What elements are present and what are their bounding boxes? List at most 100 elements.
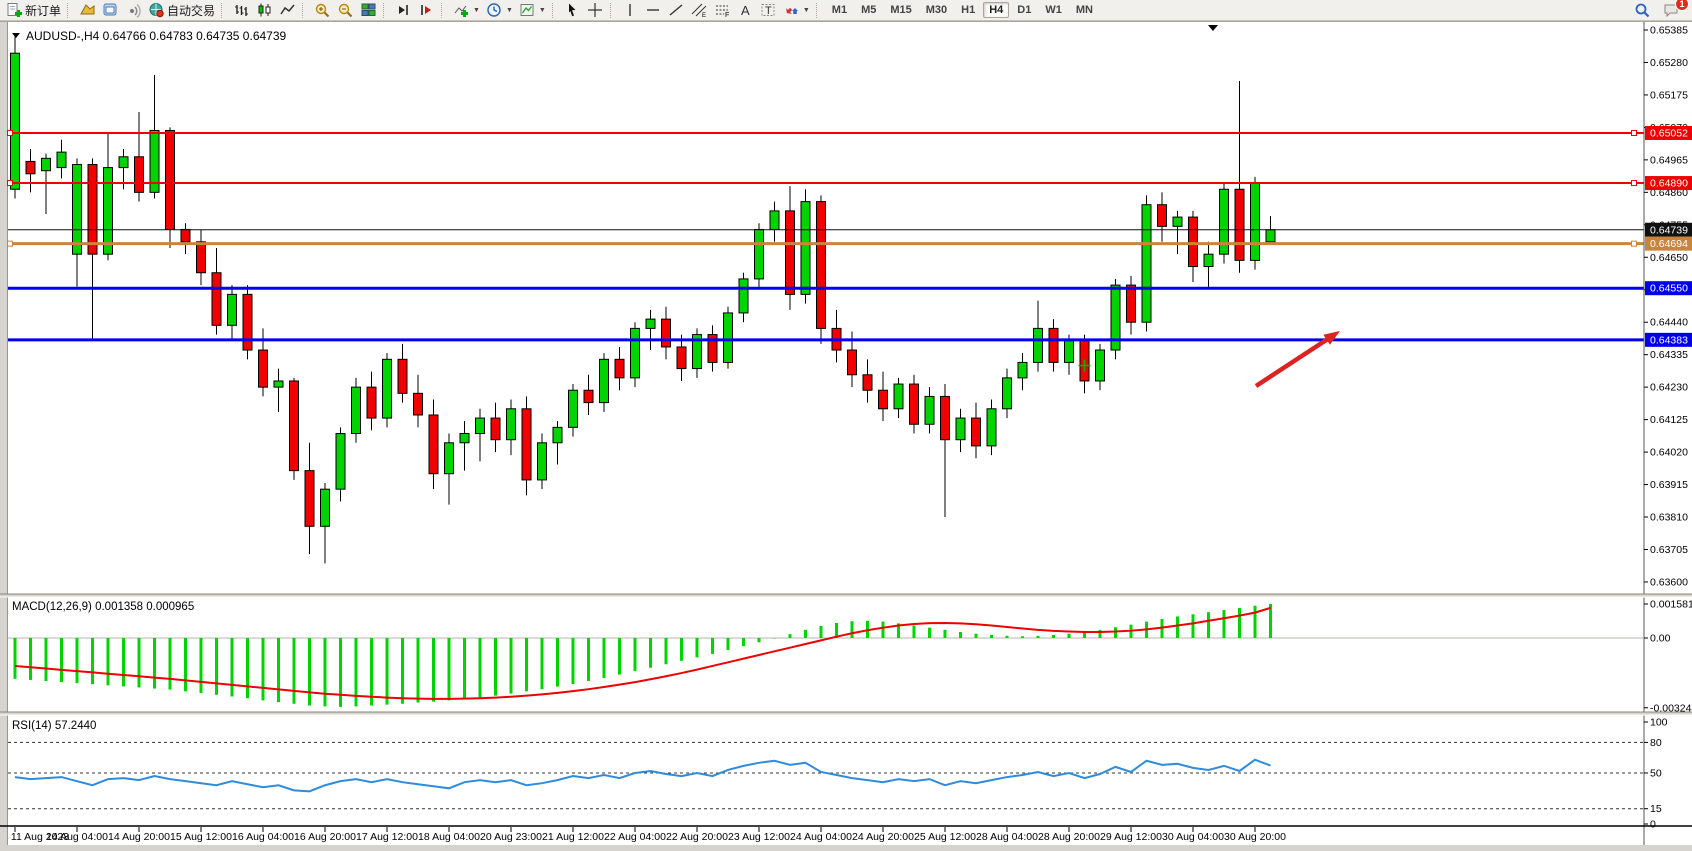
text-label-button[interactable]: T (757, 1, 780, 20)
equidistant-channel-button[interactable]: E (688, 1, 711, 20)
svg-text:28 Aug 20:00: 28 Aug 20:00 (1038, 831, 1100, 843)
svg-text:14 Aug 04:00: 14 Aug 04:00 (46, 831, 108, 843)
svg-text:17 Aug 12:00: 17 Aug 12:00 (356, 831, 418, 843)
horizontal-line-button[interactable] (642, 1, 665, 20)
rsi-label: RSI(14) 57.2440 (12, 720, 96, 732)
trend-line-button[interactable] (665, 1, 688, 20)
price-badge-0.65052: 0.65052 (1645, 125, 1692, 140)
notifications-button[interactable]: 1 (1660, 0, 1689, 20)
arrows-icon (786, 7, 798, 14)
toolbar-separator (609, 2, 616, 18)
periods-icon (487, 3, 501, 17)
bar-chart-button[interactable] (230, 1, 253, 20)
left-gutter (0, 21, 7, 845)
crosshair-button[interactable] (584, 1, 607, 20)
resistance-line-2[interactable] (7, 180, 1645, 187)
timeframe-m1-button[interactable]: M1 (831, 4, 848, 16)
crosshair-icon (587, 3, 602, 17)
trend-arrow[interactable] (1254, 331, 1340, 388)
data-window-button[interactable] (99, 1, 122, 20)
timeframe-h1-button[interactable]: H1 (961, 4, 976, 16)
svg-text:11 Aug 2023: 11 Aug 2023 (11, 831, 69, 843)
zoom-in-button[interactable] (311, 1, 334, 20)
chart-collapse-icon[interactable] (12, 33, 20, 38)
svg-text:14 Aug 20:00: 14 Aug 20:00 (108, 831, 170, 843)
text-button[interactable]: A (734, 1, 757, 20)
timeframe-mn-button[interactable]: MN (1075, 4, 1093, 16)
svg-text:18 Aug 04:00: 18 Aug 04:00 (418, 831, 480, 843)
svg-text:-0.003244: -0.003244 (1650, 702, 1692, 714)
svg-text:22 Aug 04:00: 22 Aug 04:00 (604, 831, 666, 843)
svg-text:21 Aug 12:00: 21 Aug 12:00 (542, 831, 604, 843)
svg-text:0.64650: 0.64650 (1650, 252, 1688, 264)
timeframe-d1-button[interactable]: D1 (1017, 4, 1032, 16)
svg-text:80: 80 (1650, 737, 1662, 749)
channel-icon: E (691, 3, 707, 18)
svg-text:A: A (741, 3, 750, 18)
new-order-icon (7, 3, 22, 17)
macd-axis: 0.001581 0.00 -0.003244 (1644, 599, 1692, 714)
chart-shift-icon (421, 5, 432, 15)
autotrade-button[interactable]: 自动交易 (145, 1, 218, 20)
svg-text:E: E (702, 13, 706, 18)
svg-text:0.63600: 0.63600 (1650, 576, 1688, 588)
autotrade-button-label: 自动交易 (167, 3, 216, 18)
periods-button-dropdown-caret[interactable]: ▼ (505, 6, 513, 14)
templates-button[interactable]: ▼ (516, 1, 549, 20)
indicators-button-dropdown-caret[interactable]: ▼ (473, 6, 480, 14)
autotrade-icon (149, 3, 164, 18)
arrows-button[interactable]: ▼ (780, 1, 813, 20)
candle-chart-button[interactable] (253, 1, 276, 20)
cursor-button[interactable] (561, 1, 584, 20)
svg-text:T: T (765, 5, 772, 17)
periods-button[interactable]: ▼ (483, 1, 516, 20)
price-badge-0.64739: 0.64739 (1645, 222, 1692, 237)
zoom-out-button[interactable] (334, 1, 357, 20)
text-a-icon: A (741, 3, 750, 18)
zoom-in-icon (315, 3, 330, 18)
price-badge-0.64383: 0.64383 (1645, 332, 1692, 347)
chart-shift-marker[interactable] (1208, 25, 1218, 31)
svg-text:0.64125: 0.64125 (1650, 414, 1688, 426)
search-button[interactable] (1631, 1, 1654, 20)
templates-button-dropdown-caret[interactable]: ▼ (538, 6, 546, 14)
resistance-line-1[interactable] (7, 129, 1645, 136)
timeframe-m30-button[interactable]: M30 (925, 4, 948, 16)
indicators-button[interactable]: ▼ (450, 1, 483, 20)
notification-badge: 1 (1675, 0, 1689, 11)
auto-scroll-button[interactable] (392, 1, 415, 20)
fibonacci-button[interactable]: F (711, 1, 734, 20)
svg-text:22 Aug 20:00: 22 Aug 20:00 (666, 831, 728, 843)
macd-label: MACD(12,26,9) 0.001358 0.000965 (12, 601, 194, 613)
svg-text:0.64965: 0.64965 (1650, 154, 1688, 166)
svg-text:F: F (725, 12, 729, 18)
new-order-button[interactable]: 新订单 (3, 1, 64, 20)
v-line-icon (629, 4, 631, 16)
line-chart-button[interactable] (276, 1, 299, 20)
timeframe-m5-button[interactable]: M5 (861, 4, 877, 16)
signal-button[interactable] (122, 1, 145, 20)
svg-text:0.64230: 0.64230 (1650, 382, 1688, 394)
timeframe-h4-button[interactable]: H4 (983, 2, 1010, 18)
market-watch-icon (80, 4, 95, 15)
chart-shift-button[interactable] (415, 1, 438, 20)
svg-text:0.00: 0.00 (1650, 633, 1671, 645)
svg-text:0.001581: 0.001581 (1650, 599, 1692, 611)
pivot-line[interactable] (7, 240, 1645, 247)
market-watch-button[interactable] (76, 1, 99, 20)
svg-text:28 Aug 04:00: 28 Aug 04:00 (976, 831, 1038, 843)
timeframe-m15-button[interactable]: M15 (890, 4, 912, 16)
svg-text:23 Aug 12:00: 23 Aug 12:00 (728, 831, 790, 843)
timeframe-w1-button[interactable]: W1 (1045, 4, 1062, 16)
arrows-button-dropdown-caret[interactable]: ▼ (802, 6, 810, 14)
svg-text:0.64440: 0.64440 (1650, 317, 1688, 329)
candlesticks (10, 34, 1276, 564)
svg-text:0.64020: 0.64020 (1650, 447, 1688, 459)
cross-marker[interactable] (1078, 359, 1091, 372)
vertical-line-button[interactable] (619, 1, 642, 20)
tile-windows-button[interactable] (357, 1, 380, 20)
trend-line-icon (669, 4, 683, 16)
search-icon (1635, 3, 1650, 18)
